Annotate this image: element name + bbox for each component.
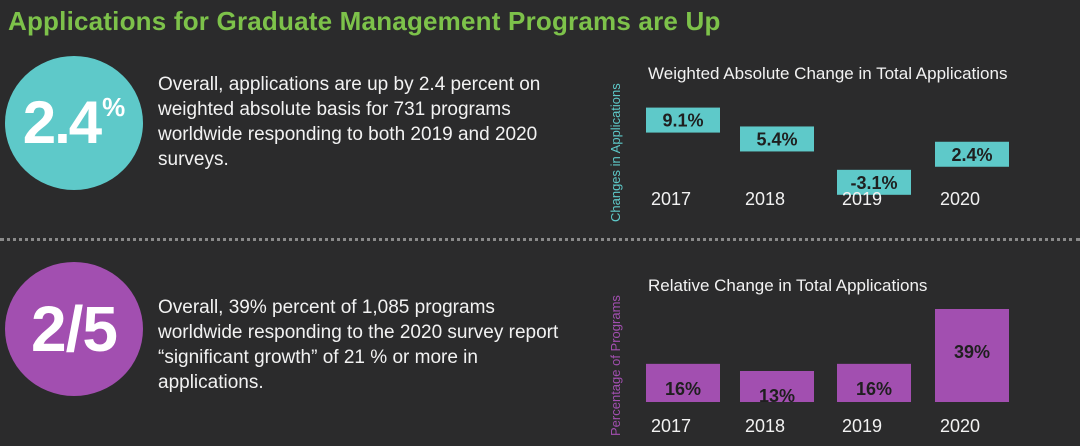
chart1-x-tick-2019: 2019 (842, 189, 882, 209)
chart1-title: Weighted Absolute Change in Total Applic… (648, 64, 1008, 83)
section-divider (0, 238, 1080, 241)
stat-circle-applications-change: 2.4% (5, 56, 143, 190)
chart1-data-label-2020: 2.4% (951, 145, 992, 165)
chart2-x-tick-2018: 2018 (745, 416, 785, 436)
chart2-data-label-2019: 16% (856, 379, 892, 399)
chart1-bar-2020 (935, 141, 1009, 167)
chart1-x-tick-2018: 2018 (745, 189, 785, 209)
stat-value: 2/5 (31, 293, 118, 365)
chart2-title: Relative Change in Total Applications (648, 276, 928, 295)
chart1-data-label-2019: -3.1% (850, 173, 897, 193)
page-title: Applications for Graduate Management Pro… (8, 6, 721, 36)
chart2-x-tick-2020: 2020 (940, 416, 980, 436)
chart2-bar-2017 (646, 363, 720, 402)
chart1-bar-2019 (837, 169, 911, 195)
chart1-bar-2017 (646, 107, 720, 133)
stat-description-applications: Overall, applications are up by 2.4 perc… (158, 74, 541, 170)
chart2-x-tick-2019: 2019 (842, 416, 882, 436)
chart2-data-label-2020: 39% (954, 342, 990, 362)
stat-value: 2.4 (22, 89, 102, 156)
chart1-x-tick-2017: 2017 (651, 189, 691, 209)
chart1-data-label-2018: 5.4% (756, 129, 797, 149)
chart2-x-tick-2017: 2017 (651, 416, 691, 436)
stat-description-programs: Overall, 39% percent of 1,085 programs w… (158, 297, 559, 393)
chart2-bar-2019 (837, 363, 911, 402)
chart1-data-label-2017: 9.1% (662, 111, 703, 131)
chart2-bar-2020 (935, 309, 1009, 402)
stat-suffix: % (102, 92, 126, 122)
chart2-data-label-2017: 16% (665, 379, 701, 399)
stat-circle-programs-fraction: 2/5 (5, 262, 143, 396)
chart1-bar-2018 (740, 126, 814, 152)
chart2-data-label-2018: 13% (759, 386, 795, 406)
chart2-bar-2018 (740, 371, 814, 402)
chart1-x-tick-2020: 2020 (940, 189, 980, 209)
